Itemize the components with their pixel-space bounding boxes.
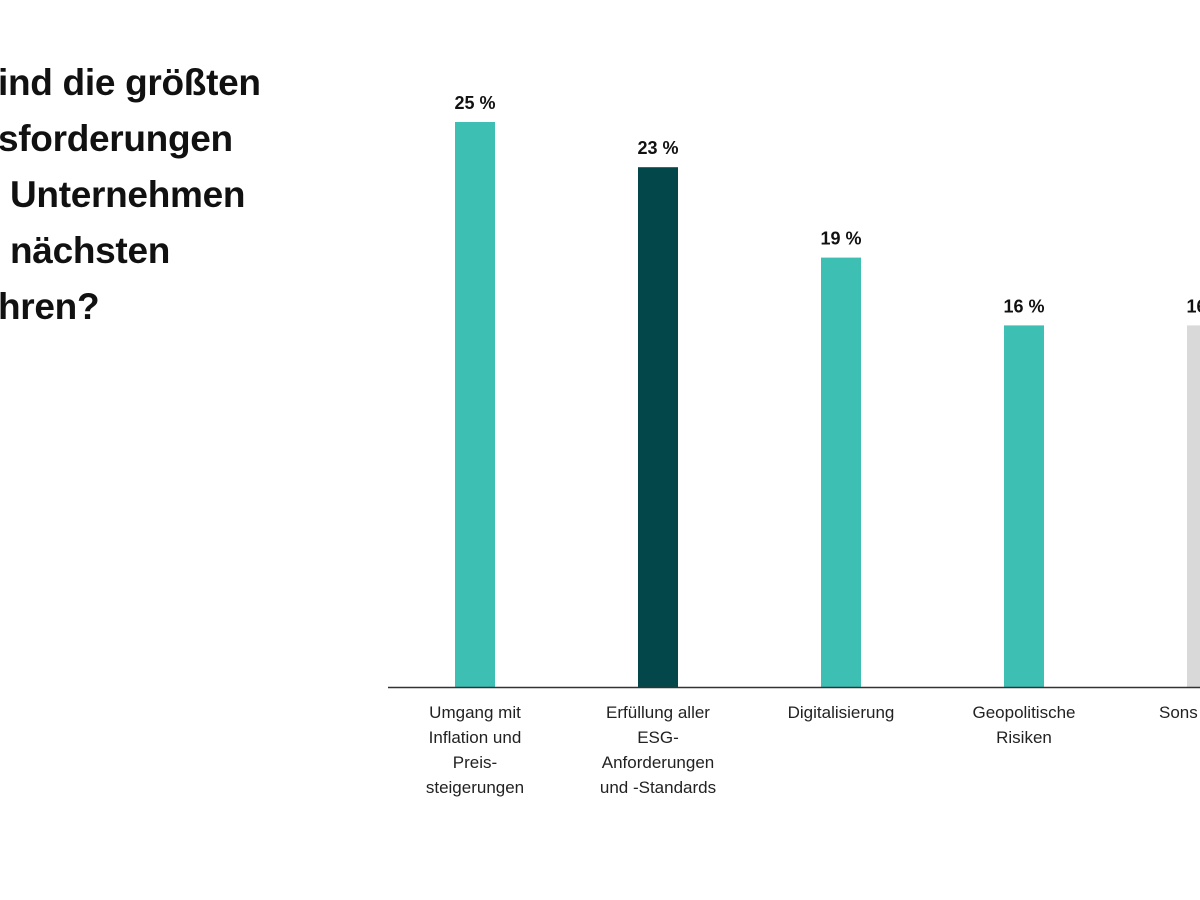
value-label: 19 % <box>820 229 861 249</box>
bar <box>1004 325 1044 687</box>
value-label: 16 % <box>1186 296 1200 316</box>
category-label: Sons <box>1159 703 1198 722</box>
category-label: Digitalisierung <box>787 703 895 722</box>
title-line: ind die größten <box>0 62 261 103</box>
category-label: Umgang mit Inflation und Preis-steigerunge… <box>425 703 525 797</box>
title-line: nächsten <box>10 230 171 271</box>
title-line: sforderungen <box>0 118 233 159</box>
value-label: 25 % <box>454 93 495 113</box>
category-label: Geopolitische Risiken <box>972 703 1076 747</box>
title-line: hren? <box>0 286 100 327</box>
bar <box>1187 325 1200 687</box>
bar <box>455 122 495 687</box>
bar <box>821 257 861 687</box>
value-label: 16 % <box>1003 296 1044 316</box>
category-label: Erfüllung aller ESG- Anforderungen und -Sta… <box>599 703 717 797</box>
bar <box>638 167 678 687</box>
title-line: Unternehmen <box>10 174 246 215</box>
value-label: 23 % <box>637 138 678 158</box>
